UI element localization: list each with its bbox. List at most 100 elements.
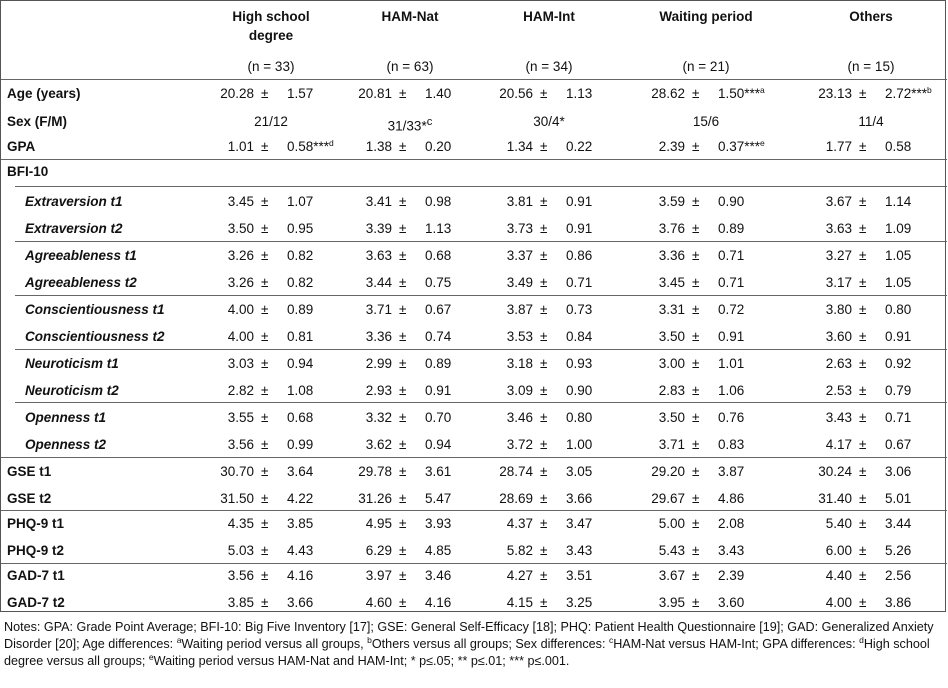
sd-value: 2.56 [885,568,912,583]
plus-minus: ± [692,356,700,371]
mean-value: 20.81 [358,86,392,101]
table-row: GSE t2 31.50 ±4.22 31.26 ±5.47 28.69 ±3.66 29.6… [1,490,947,508]
plus-minus: ± [399,248,407,263]
table-notes: Notes: GPA: Grade Point Average; BFI-10:… [4,619,948,669]
sd-value: 0.74 [425,329,452,344]
table-row: Openness t1 3.55 ±0.68 3.32 ±0.70 3.46 ±0.80 3.… [1,409,947,427]
column-title: HAM-Nat [381,9,439,24]
plus-minus: ± [540,464,548,479]
note-text: Waiting period versus HAM-Nat and HAM-In… [153,653,570,668]
plus-minus: ± [540,516,548,531]
mean-value: 3.45 [227,194,254,209]
plus-minus: ± [859,383,867,398]
row-divider [15,241,947,242]
count-value: 30/4* [533,114,565,129]
significance-marker: a [760,85,765,95]
mean-value: 3.81 [506,194,533,209]
sd-value: 1.13 [566,86,593,101]
sd-value: 3.51 [566,568,593,583]
plus-minus: ± [261,491,269,506]
sd-value: 0.91 [718,329,745,344]
table-row: GAD-7 t1 3.56 ±4.16 3.97 ±3.46 4.27 ±3.51 3.67 ±… [1,567,947,585]
mean-value: 4.00 [227,329,254,344]
plus-minus: ± [399,410,407,425]
row-divider [1,79,947,80]
note-text: HAM-Nat versus HAM-Int; GPA differences: [613,636,860,651]
plus-minus: ± [692,329,700,344]
row-label: Extraversion t1 [25,194,123,209]
sd-value: 0.86 [566,248,593,263]
table-row: BFI-10 [1,163,947,181]
sd-value: 3.43 [566,543,593,558]
table-row: Age (years) 20.28 ±1.57 20.81 ±1.40 20.56 ±1.1… [1,85,947,103]
sd-value: 0.72 [718,302,745,317]
plus-minus: ± [399,491,407,506]
mean-value: 3.45 [658,275,685,290]
table-row: Conscientiousness t1 4.00 ±0.89 3.71 ±0.67 3.… [1,301,947,319]
plus-minus: ± [261,383,269,398]
plus-minus: ± [399,275,407,290]
column-header: HAM-Nat [330,7,490,26]
mean-value: 5.82 [506,543,533,558]
sd-value: 0.68 [425,248,452,263]
row-label: Sex (F/M) [7,114,68,129]
plus-minus: ± [859,491,867,506]
plus-minus: ± [859,221,867,236]
descriptive-statistics-table: High school degree (n = 33) HAM-Nat (n = 63)… [0,0,947,612]
row-label: BFI-10 [7,164,49,179]
sd-value: 4.86 [718,491,745,506]
sd-value: 0.90 [718,194,745,209]
sd-value: 3.85 [287,516,314,531]
plus-minus: ± [261,139,269,154]
mean-value: 3.46 [506,410,533,425]
sd-value: 2.08 [718,516,745,531]
mean-value: 3.63 [365,248,392,263]
mean-value: 28.62 [651,86,685,101]
mean-value: 31.50 [220,491,254,506]
row-divider [15,402,947,403]
sd-value: 0.70 [425,410,452,425]
mean-value: 3.50 [658,410,685,425]
significance-marker: c [426,116,433,128]
sd-value: 1.07 [287,194,314,209]
mean-value: 3.37 [506,248,533,263]
row-label: Extraversion t2 [25,221,123,236]
mean-value: 1.34 [506,139,533,154]
count-value: 15/6 [692,114,720,129]
mean-value: 3.73 [506,221,533,236]
mean-value: 3.56 [227,568,254,583]
row-divider [1,159,947,160]
sd-value: 0.81 [287,329,314,344]
plus-minus: ± [540,275,548,290]
sample-size: (n = 21) [682,59,730,74]
sd-value: 1.50***a [718,85,765,101]
row-label: Openness t1 [25,410,107,425]
sd-value: 0.99 [287,437,314,452]
plus-minus: ± [399,568,407,583]
plus-minus: ± [540,221,548,236]
sd-value: 3.87 [718,464,745,479]
plus-minus: ± [540,437,548,452]
plus-minus: ± [859,86,867,101]
sd-value: 0.95 [287,221,314,236]
plus-minus: ± [859,595,867,610]
mean-value: 2.93 [365,383,392,398]
mean-value: 3.26 [227,275,254,290]
mean-value: 29.78 [358,464,392,479]
sd-value: 3.44 [885,516,912,531]
plus-minus: ± [859,410,867,425]
mean-value: 3.72 [506,437,533,452]
mean-value: 5.40 [825,516,852,531]
table-row: GAD-7 t2 3.85 ±3.66 4.60 ±4.16 4.15 ±3.25 3.95 ±… [1,594,947,612]
plus-minus: ± [692,437,700,452]
sd-value: 0.94 [425,437,452,452]
plus-minus: ± [261,302,269,317]
mean-value: 3.56 [227,437,254,452]
plus-minus: ± [692,516,700,531]
plus-minus: ± [399,464,407,479]
mean-value: 3.95 [658,595,685,610]
mean-value: 4.35 [227,516,254,531]
mean-value: 3.60 [825,329,852,344]
plus-minus: ± [261,194,269,209]
mean-value: 4.00 [227,302,254,317]
